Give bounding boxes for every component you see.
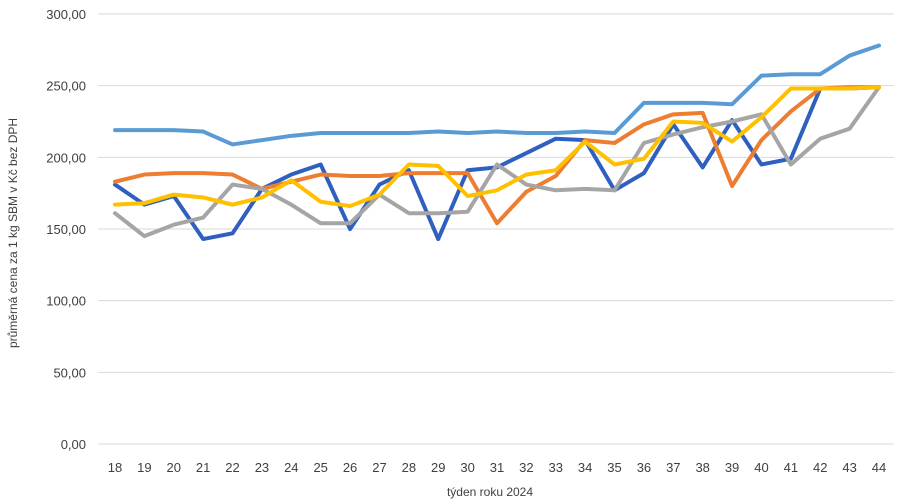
series-line-3: [113, 85, 881, 226]
y-tick-label: 300,00: [46, 7, 86, 22]
x-tick-label: 42: [813, 460, 827, 475]
series-line-5: [113, 85, 881, 209]
y-tick-label: 200,00: [46, 150, 86, 165]
y-tick-label: 150,00: [46, 222, 86, 237]
x-tick-label: 39: [725, 460, 739, 475]
series-lines: [113, 43, 881, 242]
series-line-4: [113, 85, 881, 239]
x-tick-label: 26: [343, 460, 357, 475]
x-tick-label: 43: [842, 460, 856, 475]
x-tick-label: 27: [372, 460, 386, 475]
x-tick-label: 40: [754, 460, 768, 475]
x-tick-label: 37: [666, 460, 680, 475]
x-tick-label: 28: [402, 460, 416, 475]
x-tick-label: 22: [225, 460, 239, 475]
x-tick-label: 24: [284, 460, 298, 475]
y-axis-title: průměrná cena za 1 kg SBM v Kč bez DPH: [6, 118, 20, 348]
x-tick-label: 35: [607, 460, 621, 475]
x-tick-label: 23: [255, 460, 269, 475]
x-tick-label: 29: [431, 460, 445, 475]
y-tick-label: 250,00: [46, 79, 86, 94]
x-tick-label: 33: [549, 460, 563, 475]
x-tick-label: 32: [519, 460, 533, 475]
x-tick-label: 25: [313, 460, 327, 475]
x-tick-label: 36: [637, 460, 651, 475]
x-tick-label: 31: [490, 460, 504, 475]
x-tick-label: 41: [784, 460, 798, 475]
x-tick-label: 20: [167, 460, 181, 475]
gridlines: [98, 13, 894, 445]
y-tick-label: 50,00: [53, 365, 86, 380]
x-axis-ticks: 18 19 20 21 22 23 24 25 26 27 28 29 30 31 32 33 34 35 36 37…: [108, 460, 886, 475]
y-axis-ticks: 0,00 50,00 100,00 150,00 200,00 250,00 300,00: [46, 7, 86, 452]
x-tick-label: 21: [196, 460, 210, 475]
y-tick-label: 100,00: [46, 294, 86, 309]
x-tick-label: 44: [872, 460, 886, 475]
x-tick-label: 19: [137, 460, 151, 475]
x-tick-label: 18: [108, 460, 122, 475]
x-tick-label: 38: [695, 460, 709, 475]
series-line-1: [113, 43, 881, 147]
x-axis-title: týden roku 2024: [447, 485, 533, 499]
y-tick-label: 0,00: [61, 437, 86, 452]
x-tick-label: 30: [460, 460, 474, 475]
x-tick-label: 34: [578, 460, 592, 475]
